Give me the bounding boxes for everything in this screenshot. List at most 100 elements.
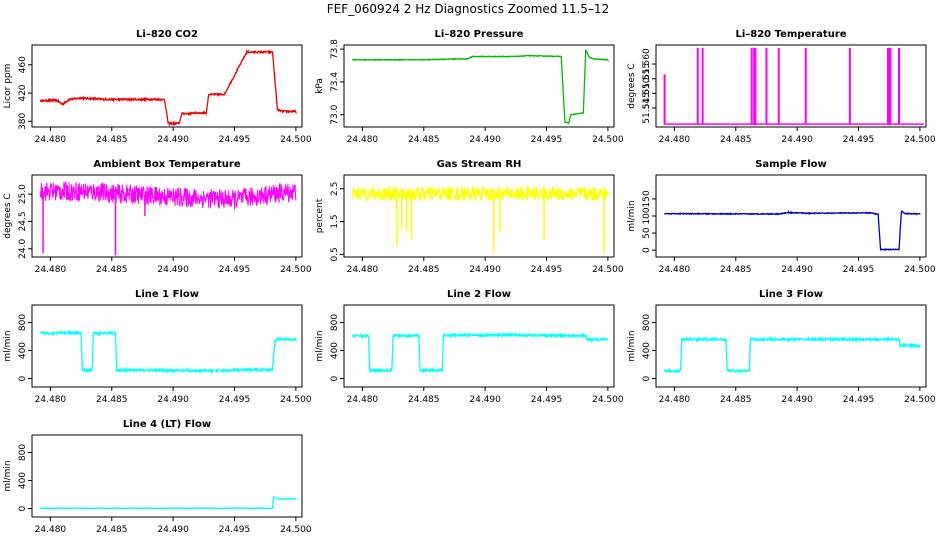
panel-title: Line 4 (LT) Flow [123, 419, 211, 430]
x-tick-label: 24.490 [469, 135, 501, 145]
y-tick-label: 50 [642, 227, 652, 239]
y-axis-label: ml/min [3, 460, 13, 491]
y-tick-label: 0 [642, 375, 652, 381]
x-tick-label: 24.480 [659, 265, 691, 275]
panel-7: Line 1 Flow 24.480 24.485 24.490 24.495 24.50… [3, 289, 312, 405]
y-axis-label: Licor ppm [3, 64, 13, 109]
y-tick-label: 0 [330, 375, 340, 381]
x-tick-label: 24.480 [347, 265, 379, 275]
panel-4: Ambient Box Temperature 24.480 24.485 24.49… [3, 159, 312, 275]
y-tick-label: 800 [18, 444, 28, 461]
series-line [39, 329, 297, 375]
y-tick-label: 460 [18, 56, 28, 73]
x-tick-label: 24.480 [35, 395, 67, 405]
y-tick-label: 73.4 [330, 72, 340, 92]
y-tick-label: 24.5 [18, 211, 28, 231]
x-tick-label: 24.490 [157, 395, 189, 405]
x-tick-label: 24.490 [157, 265, 189, 275]
x-tick-label: 24.485 [96, 135, 128, 145]
y-tick-label: 51.550 [642, 77, 652, 109]
y-tick-label: 100 [642, 207, 652, 224]
plot-frame [31, 434, 303, 518]
series-group [40, 181, 297, 256]
panel-title: Line 2 Flow [447, 289, 511, 300]
x-tick-label: 24.485 [96, 525, 128, 535]
x-tick-label: 24.480 [659, 395, 691, 405]
y-axis-label: degrees C [3, 193, 13, 238]
x-tick-label: 24.485 [408, 265, 440, 275]
panel-title: Line 3 Flow [759, 289, 823, 300]
y-tick-label: 1.5 [330, 214, 340, 228]
page-title: FEF_060924 2 Hz Diagnostics Zoomed 11.5–… [326, 2, 610, 16]
x-tick-label: 24.500 [280, 265, 312, 275]
x-tick-label: 24.495 [843, 395, 875, 405]
y-axis-label: ml/min [3, 330, 13, 361]
y-axis-label: percent [315, 198, 325, 233]
x-tick-label: 24.480 [35, 525, 67, 535]
panel-3: Li–820 Temperature 24.480 24.485 24.490 24.4… [627, 29, 936, 145]
panel-title: Li–820 Pressure [435, 29, 524, 40]
series-line [351, 331, 609, 374]
x-tick-label: 24.490 [157, 135, 189, 145]
panel-6: Sample Flow 24.480 24.485 24.490 24.495 24.50… [627, 159, 936, 275]
x-tick-label: 24.480 [659, 135, 691, 145]
x-tick-label: 24.495 [531, 395, 563, 405]
x-tick-label: 24.500 [904, 265, 936, 275]
x-tick-label: 24.500 [904, 135, 936, 145]
plot-frame [31, 174, 303, 258]
x-tick-label: 24.485 [720, 395, 752, 405]
x-tick-label: 24.490 [781, 135, 813, 145]
x-tick-label: 24.495 [843, 265, 875, 275]
x-tick-label: 24.480 [347, 135, 379, 145]
series-line [352, 185, 609, 203]
x-tick-label: 24.500 [280, 525, 312, 535]
series-group [39, 48, 297, 127]
x-tick-label: 24.490 [157, 525, 189, 535]
y-tick-label: 400 [18, 342, 28, 359]
series-group [351, 49, 609, 125]
y-axis-label: ml/min [627, 330, 637, 361]
x-tick-label: 24.485 [720, 135, 752, 145]
panel-10: Line 4 (LT) Flow 24.480 24.485 24.490 24.495… [3, 419, 312, 535]
series-group [351, 331, 609, 374]
x-tick-label: 24.495 [843, 135, 875, 145]
y-tick-label: 25.0 [18, 184, 28, 204]
x-tick-label: 24.490 [781, 265, 813, 275]
y-tick-label: 0.5 [330, 247, 340, 261]
y-tick-label: 2.5 [330, 182, 340, 196]
plot-frame [343, 44, 615, 128]
series-group [39, 329, 297, 375]
x-tick-label: 24.485 [408, 135, 440, 145]
series-group [39, 495, 297, 510]
x-tick-label: 24.480 [35, 135, 67, 145]
x-tick-label: 24.485 [408, 395, 440, 405]
x-tick-label: 24.500 [904, 395, 936, 405]
y-tick-label: 380 [18, 112, 28, 129]
x-tick-label: 24.500 [592, 395, 624, 405]
y-axis-label: ml/min [627, 200, 637, 231]
y-tick-label: 800 [18, 314, 28, 331]
x-tick-label: 24.485 [96, 265, 128, 275]
panel-2: Li–820 Pressure 24.480 24.485 24.490 24.495 2… [315, 29, 624, 145]
x-tick-label: 24.495 [219, 135, 251, 145]
series-group [663, 209, 921, 251]
y-axis-label: degrees C [627, 63, 637, 108]
plot-frame [655, 304, 927, 388]
panel-1: Li–820 CO2 24.480 24.485 24.490 24.495 24.500… [3, 29, 312, 145]
panel-title: Gas Stream RH [437, 159, 522, 170]
panel-9: Line 3 Flow 24.480 24.485 24.490 24.495 24.50… [627, 289, 936, 405]
plot-frame [343, 304, 615, 388]
panel-5: Gas Stream RH 24.480 24.485 24.490 24.495 24.… [315, 159, 624, 275]
series-line [663, 209, 921, 251]
panel-8: Line 2 Flow 24.480 24.485 24.490 24.495 24.50… [315, 289, 624, 405]
series-line [663, 335, 921, 375]
y-tick-label: 150 [642, 190, 652, 207]
x-tick-label: 24.480 [347, 395, 379, 405]
plot-frame [343, 174, 615, 258]
series-line [39, 48, 297, 127]
y-axis-label: kPa [315, 78, 325, 94]
y-tick-label: 0 [642, 247, 652, 253]
x-tick-label: 24.500 [280, 395, 312, 405]
x-tick-label: 24.480 [35, 265, 67, 275]
plot-frame [655, 44, 927, 128]
